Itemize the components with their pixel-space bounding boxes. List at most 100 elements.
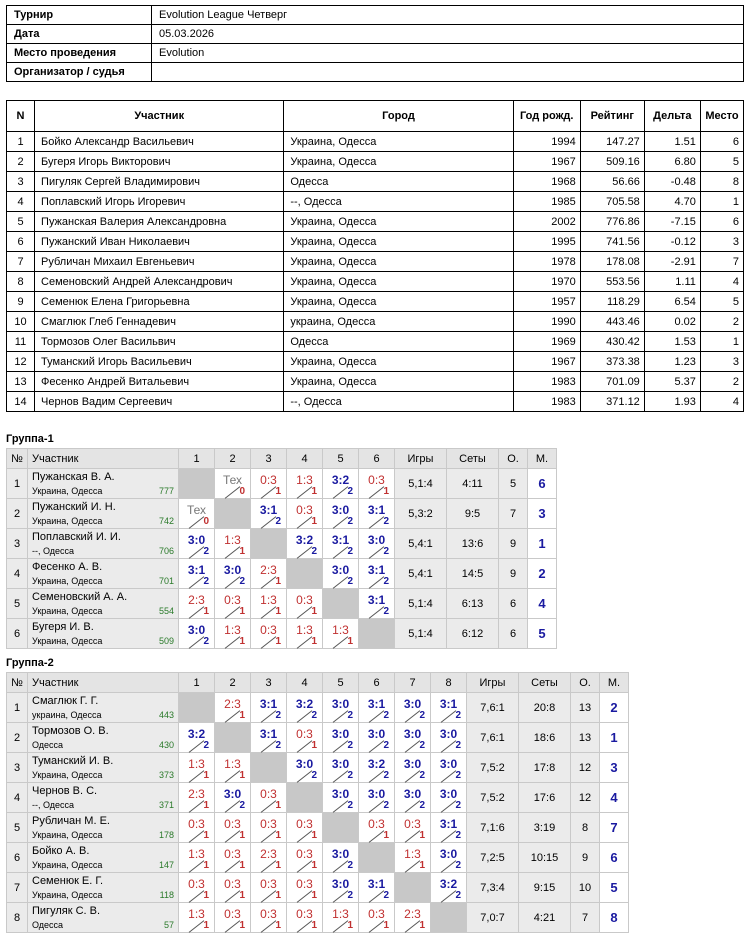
match-score-text: 0:3	[260, 473, 277, 487]
col-header-opponent: 6	[358, 672, 395, 693]
match-score-text: 0:3	[296, 727, 313, 741]
player-rating: 706	[158, 546, 174, 556]
col-header-opponent: 1	[178, 672, 215, 693]
match-points: 1	[239, 770, 245, 781]
match-score-text: 0:3	[368, 473, 385, 487]
participant-rating: 147.27	[579, 131, 645, 152]
player-rating: 554	[158, 606, 174, 616]
match-score-text: 0:3	[296, 817, 313, 831]
score-divider-line	[440, 830, 457, 843]
col-header-opponent: 2	[214, 672, 251, 693]
participant-number: 4	[5, 191, 36, 212]
match-points: 2	[455, 800, 461, 811]
match-score-text: 1:3	[224, 533, 241, 547]
participant-row: 3 Пигуляк Сергей Владимирович Одесса 1968 56…	[5, 171, 745, 192]
self-match-cell	[250, 528, 287, 559]
place-stat: 6	[599, 842, 629, 873]
col-header-rating: Рейтинг	[579, 100, 645, 132]
score-divider-line	[296, 486, 313, 499]
match-result-cell: 2:3 1	[394, 902, 431, 933]
player-rating: 777	[158, 486, 174, 496]
match-points: 2	[347, 576, 353, 587]
match-result-cell: 3:0 2	[394, 692, 431, 723]
score-divider-line	[224, 830, 241, 843]
participant-birth-year: 1983	[512, 391, 581, 412]
row-number: 2	[6, 722, 28, 753]
participant-row: 4 Поплавский Игорь Игоревич --, Одесса 1985…	[5, 191, 745, 212]
match-points: 1	[203, 770, 209, 781]
participant-rating: 776.86	[579, 211, 645, 232]
games-stat: 7,5:2	[466, 752, 519, 783]
match-score-text: Тех	[222, 473, 243, 487]
match-score-text: 2:3	[260, 563, 277, 577]
match-points: 2	[383, 710, 389, 721]
score-divider-line	[404, 860, 421, 873]
participant-birth-year: 1990	[512, 311, 581, 332]
info-value: Evolution League Четверг	[151, 5, 744, 25]
score-divider-line	[188, 576, 205, 589]
col-header-delta: Дельта	[643, 100, 701, 132]
match-points: 1	[275, 890, 281, 901]
match-score: 3:1 2	[251, 693, 286, 723]
match-score: 1:3 1	[287, 469, 322, 499]
match-score-text: 0:3	[260, 623, 277, 637]
participant-rating: 509.16	[579, 151, 645, 172]
match-score-text: 1:3	[404, 847, 421, 861]
match-result-cell: 3:0 2	[394, 752, 431, 783]
col-header-opponent: 3	[250, 672, 287, 693]
match-score: 0:3 1	[215, 843, 250, 873]
match-score: 3:2 2	[323, 469, 358, 499]
match-result-cell: Тех 0	[178, 498, 215, 529]
match-result-cell: 1:3 1	[214, 528, 251, 559]
match-score-text: 3:1	[259, 697, 278, 711]
match-points: 2	[419, 710, 425, 721]
match-score: 3:1 2	[431, 813, 466, 843]
player-cell: Чернов В. С. --, Одесса 371	[27, 782, 179, 813]
group-1-title: Группа-1	[6, 433, 54, 445]
match-score: 3:0 2	[359, 723, 394, 753]
participant-birth-year: 1985	[512, 191, 581, 212]
match-result-cell: 0:3 1	[286, 902, 323, 933]
match-result-cell: 3:0 2	[322, 692, 359, 723]
group-row: 7 Семенюк Е. Г. Украина, Одесса 118 0:3 1 0:3 1…	[6, 872, 629, 903]
score-divider-line	[296, 890, 313, 903]
match-result-cell: 3:0 2	[322, 498, 359, 529]
match-result-cell: 3:2 2	[322, 468, 359, 499]
participant-name: Рубличан Михаил Евгеньевич	[34, 251, 285, 272]
match-score-text: 0:3	[188, 877, 205, 891]
participant-birth-year: 1967	[512, 151, 581, 172]
match-score: 0:3 1	[287, 589, 322, 619]
match-score: 0:3 1	[251, 469, 286, 499]
group-row: 3 Туманский И. В. Украина, Одесса 373 1:3 1 1:…	[6, 752, 629, 783]
games-stat: 7,6:1	[466, 692, 519, 723]
match-score: 3:1 2	[179, 559, 214, 589]
group-row: 1 Пужанская В. А. Украина, Одесса 777 Тех 0 0:…	[6, 468, 557, 499]
participant-number: 1	[5, 131, 36, 152]
match-score: 1:3 1	[215, 529, 250, 559]
score-divider-line	[224, 770, 241, 783]
participant-name: Бойко Александр Васильевич	[34, 131, 285, 152]
match-points: 1	[239, 606, 245, 617]
match-score-text: 1:3	[296, 473, 313, 487]
match-score: 3:0 2	[323, 693, 358, 723]
match-result-cell: 3:2 2	[286, 528, 323, 559]
match-score: 3:0 2	[323, 723, 358, 753]
match-result-cell: 3:0 2	[358, 782, 395, 813]
match-score-text: 0:3	[296, 907, 313, 921]
match-points: 2	[347, 486, 353, 497]
points-stat: 13	[570, 692, 600, 723]
match-score: 0:3 1	[287, 813, 322, 843]
score-divider-line	[296, 636, 313, 649]
participant-place: 4	[699, 271, 745, 292]
match-score-text: 0:3	[404, 817, 421, 831]
match-score-text: 0:3	[296, 847, 313, 861]
place-stat: 7	[599, 812, 629, 843]
match-points: 1	[275, 800, 281, 811]
participant-row: 1 Бойко Александр Васильевич Украина, Одес…	[5, 131, 745, 152]
match-score-text: 3:0	[331, 697, 350, 711]
games-stat: 5,4:1	[394, 558, 447, 589]
games-stat: 7,0:7	[466, 902, 519, 933]
participant-delta: 1.93	[643, 391, 701, 412]
player-cell: Семеновский А. А. Украина, Одесса 554	[27, 588, 179, 619]
match-score: 3:0 2	[431, 753, 466, 783]
